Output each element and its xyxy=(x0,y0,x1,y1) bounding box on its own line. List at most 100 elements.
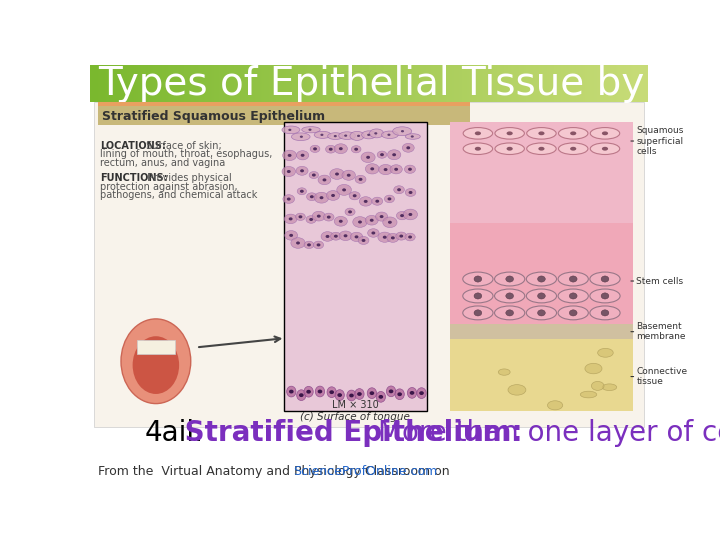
Ellipse shape xyxy=(334,135,337,137)
Ellipse shape xyxy=(590,306,620,320)
Ellipse shape xyxy=(325,145,336,153)
Ellipse shape xyxy=(370,219,374,222)
Bar xyxy=(98,102,469,106)
Ellipse shape xyxy=(590,272,620,286)
Ellipse shape xyxy=(300,136,303,138)
Ellipse shape xyxy=(590,127,620,139)
Ellipse shape xyxy=(349,192,360,200)
Ellipse shape xyxy=(408,168,412,171)
Ellipse shape xyxy=(392,127,412,136)
Ellipse shape xyxy=(570,276,577,282)
Ellipse shape xyxy=(602,131,608,135)
Ellipse shape xyxy=(327,215,330,219)
Ellipse shape xyxy=(312,173,316,177)
Text: LM × 310: LM × 310 xyxy=(332,400,379,410)
Text: Types of Epithelial Tissue by Layer: Types of Epithelial Tissue by Layer xyxy=(98,64,720,103)
Ellipse shape xyxy=(320,196,323,199)
Ellipse shape xyxy=(558,289,588,303)
Ellipse shape xyxy=(375,200,379,202)
Ellipse shape xyxy=(403,209,418,220)
Ellipse shape xyxy=(601,293,609,299)
Ellipse shape xyxy=(402,143,414,152)
Ellipse shape xyxy=(339,220,343,223)
Ellipse shape xyxy=(396,232,407,240)
Ellipse shape xyxy=(558,272,588,286)
Ellipse shape xyxy=(505,276,513,282)
Bar xyxy=(451,223,632,325)
Ellipse shape xyxy=(359,178,362,181)
Ellipse shape xyxy=(538,293,545,299)
Ellipse shape xyxy=(405,233,415,241)
Ellipse shape xyxy=(343,234,348,237)
Ellipse shape xyxy=(287,170,291,173)
Ellipse shape xyxy=(558,306,588,320)
Ellipse shape xyxy=(306,390,311,394)
Ellipse shape xyxy=(315,386,325,397)
Ellipse shape xyxy=(317,244,320,246)
Ellipse shape xyxy=(366,156,370,159)
Ellipse shape xyxy=(495,143,524,154)
Ellipse shape xyxy=(369,129,384,138)
Ellipse shape xyxy=(317,214,320,218)
Ellipse shape xyxy=(372,232,375,234)
Text: ScienceProfOnline.com: ScienceProfOnline.com xyxy=(294,465,438,478)
Ellipse shape xyxy=(474,147,481,151)
Ellipse shape xyxy=(351,146,361,153)
Ellipse shape xyxy=(361,239,366,242)
Ellipse shape xyxy=(342,188,346,191)
Ellipse shape xyxy=(330,168,344,179)
Ellipse shape xyxy=(495,289,525,303)
Ellipse shape xyxy=(376,212,388,221)
Ellipse shape xyxy=(337,185,351,195)
Ellipse shape xyxy=(495,306,525,320)
Ellipse shape xyxy=(302,126,320,133)
Ellipse shape xyxy=(132,336,179,394)
Ellipse shape xyxy=(338,132,356,139)
Ellipse shape xyxy=(387,150,401,160)
Ellipse shape xyxy=(284,231,297,240)
Ellipse shape xyxy=(570,131,576,135)
Ellipse shape xyxy=(367,134,370,136)
Ellipse shape xyxy=(410,136,414,138)
Text: Surface of skin;: Surface of skin; xyxy=(143,141,222,151)
Ellipse shape xyxy=(547,401,563,410)
Ellipse shape xyxy=(283,150,297,160)
Ellipse shape xyxy=(410,391,414,395)
Ellipse shape xyxy=(358,237,369,245)
Ellipse shape xyxy=(339,147,343,150)
Text: More than one layer of cells: More than one layer of cells xyxy=(378,419,720,447)
Text: pathogens, and chemical attack: pathogens, and chemical attack xyxy=(100,190,258,200)
Ellipse shape xyxy=(383,235,387,239)
Text: 4aii.: 4aii. xyxy=(144,419,203,447)
Ellipse shape xyxy=(508,384,526,395)
Ellipse shape xyxy=(387,133,390,136)
Ellipse shape xyxy=(353,217,367,227)
Ellipse shape xyxy=(323,178,326,181)
Ellipse shape xyxy=(370,167,374,171)
Ellipse shape xyxy=(383,217,397,227)
Ellipse shape xyxy=(495,272,525,286)
Ellipse shape xyxy=(419,391,424,395)
Ellipse shape xyxy=(376,392,385,402)
Ellipse shape xyxy=(309,218,313,221)
Ellipse shape xyxy=(354,235,359,239)
Ellipse shape xyxy=(368,229,379,237)
Ellipse shape xyxy=(601,276,609,282)
Ellipse shape xyxy=(354,148,358,151)
Text: rectum, anus, and vagina: rectum, anus, and vagina xyxy=(100,158,225,167)
Ellipse shape xyxy=(314,192,329,203)
Ellipse shape xyxy=(369,391,374,395)
Ellipse shape xyxy=(580,391,597,398)
Ellipse shape xyxy=(282,126,300,134)
Ellipse shape xyxy=(397,188,401,191)
Text: protection against abrasion,: protection against abrasion, xyxy=(100,181,238,192)
Ellipse shape xyxy=(379,215,384,218)
Text: (c) Surface of tongue: (c) Surface of tongue xyxy=(300,413,410,422)
Ellipse shape xyxy=(289,234,293,237)
Ellipse shape xyxy=(329,147,333,151)
Ellipse shape xyxy=(377,151,387,158)
Ellipse shape xyxy=(463,127,492,139)
Ellipse shape xyxy=(291,238,305,248)
Ellipse shape xyxy=(590,143,620,154)
Ellipse shape xyxy=(297,151,309,160)
